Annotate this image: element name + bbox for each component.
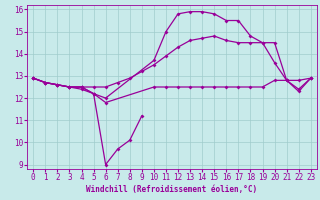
X-axis label: Windchill (Refroidissement éolien,°C): Windchill (Refroidissement éolien,°C) bbox=[86, 185, 258, 194]
